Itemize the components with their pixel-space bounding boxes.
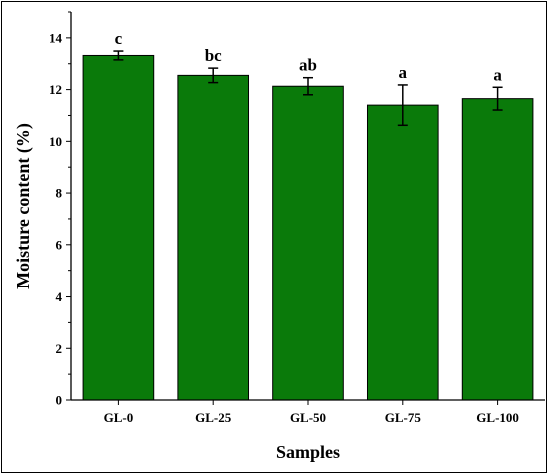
- y-tick-label: 2: [56, 341, 63, 356]
- significance-labels-layer: c bc ab a a: [115, 29, 503, 84]
- y-tick-label: 6: [56, 237, 63, 252]
- y-tick-label: 4: [56, 289, 63, 304]
- significance-label: bc: [205, 46, 222, 65]
- significance-label: a: [399, 63, 408, 82]
- x-tick-label: GL-0: [104, 410, 134, 425]
- error-bar: [303, 76, 313, 96]
- significance-label: a: [493, 65, 502, 84]
- x-tick-label: GL-75: [385, 410, 422, 425]
- error-bar: [208, 67, 219, 84]
- y-ticks-layer: 0 2 4 6 8 10 12 14: [49, 11, 71, 408]
- x-ticks-layer: GL-0 GL-25 GL-50 GL-75 GL-100: [104, 400, 519, 425]
- bar-gl-25: [177, 74, 250, 401]
- y-tick-label: 8: [56, 186, 63, 201]
- y-tick-label: 0: [56, 393, 63, 408]
- y-tick-label: 12: [49, 82, 62, 97]
- x-tick-label: GL-100: [476, 410, 519, 425]
- bar-gl-100: [461, 98, 534, 401]
- error-bars-layer: [113, 50, 503, 127]
- error-bar: [397, 84, 408, 127]
- bar-gl-0: [82, 54, 155, 401]
- x-tick-label: GL-25: [195, 410, 232, 425]
- significance-label: ab: [299, 56, 317, 75]
- y-axis-title: Moisture content (%): [13, 123, 34, 289]
- error-bar: [492, 86, 503, 111]
- x-axis-title: Samples: [276, 442, 340, 462]
- y-tick-label: 14: [49, 30, 63, 45]
- bar-gl-75: [366, 104, 439, 401]
- y-tick-label: 10: [49, 134, 62, 149]
- x-tick-label: GL-50: [290, 410, 326, 425]
- bars-layer: [82, 54, 534, 401]
- bar-gl-50: [272, 85, 344, 401]
- error-bar: [113, 50, 124, 61]
- significance-label: c: [115, 29, 123, 48]
